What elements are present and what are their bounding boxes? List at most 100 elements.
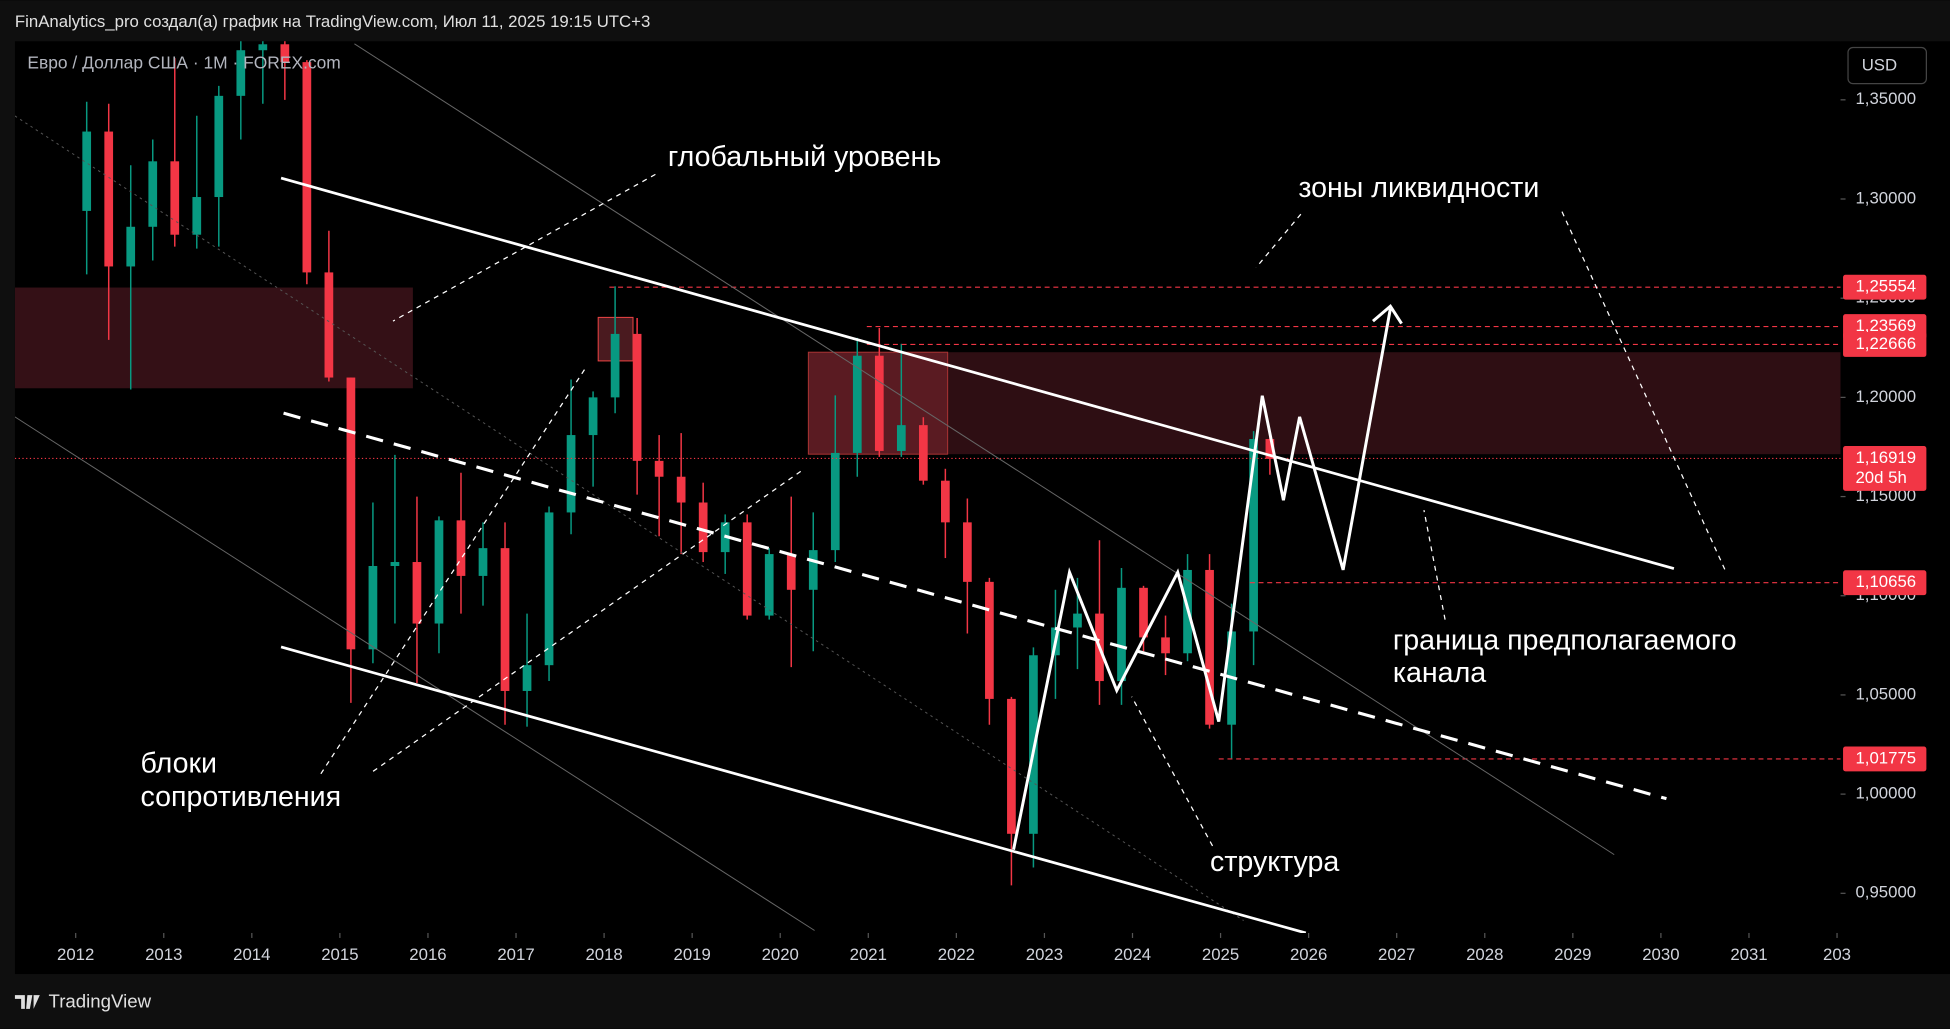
- currency[interactable]: USD: [1862, 56, 1897, 75]
- x-tick-label: 2031: [1730, 945, 1767, 964]
- candle-body: [566, 435, 576, 513]
- annotation: сопротивления: [141, 781, 342, 813]
- price-tag-label: 1,10656: [1855, 572, 1916, 591]
- y-tick-label: 1,00000: [1855, 784, 1916, 803]
- x-tick-label: 2027: [1378, 945, 1415, 964]
- channel-mid: [283, 411, 1667, 801]
- price-tag-label: 1,25554: [1855, 277, 1916, 296]
- candle-body: [214, 95, 224, 198]
- candle-body: [941, 480, 950, 523]
- x-tick-label: 203: [1823, 945, 1851, 964]
- x-tick-label: 2015: [321, 945, 358, 964]
- symbol: Евро / Доллар США · 1M · FOREX.com: [27, 52, 340, 72]
- candle-body: [764, 554, 774, 616]
- candle-body: [258, 44, 268, 51]
- candle-body: [324, 272, 334, 378]
- candle-body: [918, 425, 928, 481]
- candle-body: [412, 562, 422, 624]
- candle-body: [390, 562, 400, 566]
- candle-body: [148, 161, 158, 227]
- price-axis: [1840, 41, 1950, 975]
- x-tick-label: 2016: [409, 945, 446, 964]
- candle-body: [544, 512, 554, 666]
- candle-body: [963, 522, 972, 582]
- price-tag-label: 1,23569: [1855, 316, 1916, 335]
- y-tick-label: 1,05000: [1855, 684, 1916, 703]
- x-tick-label: 2017: [497, 945, 534, 964]
- candle-body: [808, 550, 818, 590]
- candle-body: [676, 476, 686, 503]
- annotation: граница предполагаемого: [1393, 625, 1737, 657]
- candle-body: [588, 397, 598, 436]
- x-tick-label: 2026: [1290, 945, 1327, 964]
- price-tag-label: 1,22666: [1855, 334, 1916, 353]
- price-tag-label: 1,01775: [1855, 748, 1916, 767]
- y-tick-label: 1,30000: [1855, 188, 1916, 207]
- arrow-head: [1371, 303, 1403, 325]
- annotation: структура: [1210, 846, 1339, 878]
- candle-body: [434, 520, 444, 624]
- axes: 0,950001,000001,050001,100001,150001,200…: [57, 89, 1916, 964]
- annotation: блоки: [141, 748, 217, 780]
- time-axis: [14, 932, 1841, 975]
- annotation: глобальный уровень: [668, 141, 941, 173]
- candle-body: [280, 44, 290, 63]
- candle-body: [786, 554, 796, 590]
- candle-body: [104, 131, 114, 267]
- candle-body: [82, 131, 92, 211]
- x-tick-label: 2022: [938, 945, 975, 964]
- candle-body: [896, 425, 906, 451]
- x-tick-label: 2012: [57, 945, 94, 964]
- x-tick-label: 2029: [1554, 945, 1591, 964]
- price-tag: [1843, 274, 1927, 300]
- x-tick-label: 2019: [674, 945, 711, 964]
- zone: [947, 352, 1841, 455]
- y-tick-label: 0,95000: [1855, 883, 1916, 902]
- price-tag: [1843, 332, 1927, 357]
- x-tick-label: 2030: [1642, 945, 1679, 964]
- x-tick-label: 2014: [233, 945, 270, 964]
- candle-body: [1249, 439, 1258, 632]
- x-tick-label: 2013: [145, 945, 182, 964]
- zone: [14, 287, 413, 389]
- trend-line: [14, 416, 815, 931]
- candle-body: [830, 452, 840, 551]
- y-tick-label: 1,35000: [1855, 89, 1916, 108]
- trend-line: [14, 115, 1244, 921]
- candle-body: [1265, 439, 1275, 459]
- channel-bottom: [280, 645, 1307, 933]
- candle-body: [126, 226, 136, 267]
- x-tick-label: 2023: [1026, 945, 1063, 964]
- candle-body: [170, 161, 180, 235]
- candle-body: [1073, 613, 1082, 628]
- candle-body: [192, 197, 202, 235]
- candle-body: [500, 548, 510, 691]
- price-tag: [1843, 446, 1927, 491]
- candle-body: [346, 377, 356, 650]
- levels: [14, 286, 1841, 760]
- drawings: [14, 41, 1841, 933]
- x-tick-label: 2018: [585, 945, 622, 964]
- candle-body: [1117, 587, 1126, 682]
- candle-body: [985, 581, 994, 699]
- price-tag: [1843, 746, 1927, 772]
- header: FinAnalytics_pro создал(а) график на Tra…: [15, 12, 650, 31]
- x-tick-label: 2020: [762, 945, 799, 964]
- trend-line: [354, 43, 1615, 856]
- pointers: [320, 173, 1727, 847]
- candle-body: [302, 62, 312, 273]
- price-tag: [1843, 570, 1927, 596]
- channel-top: [280, 176, 1675, 570]
- y-tick-label: 1,20000: [1855, 387, 1916, 406]
- candle-body: [236, 50, 246, 96]
- candle-body: [1139, 587, 1148, 638]
- countdown: 20d 5h: [1855, 468, 1906, 487]
- structure: [1012, 308, 1392, 850]
- currency-button[interactable]: [1847, 46, 1927, 85]
- candle-body: [1007, 698, 1016, 834]
- x-tick-label: 2024: [1114, 945, 1151, 964]
- candle-body: [654, 460, 664, 477]
